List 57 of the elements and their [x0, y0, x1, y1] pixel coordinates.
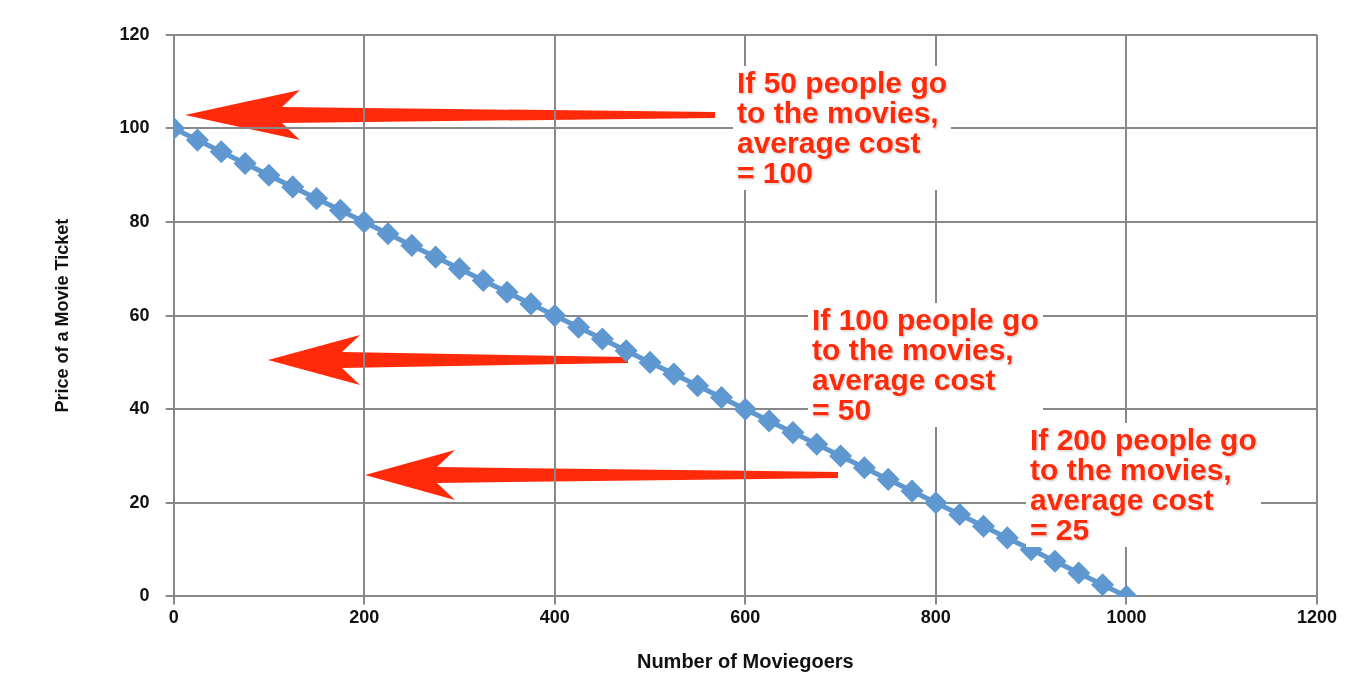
point [186, 129, 208, 151]
x-tick-label: 400 [539, 607, 570, 628]
point [591, 328, 613, 350]
point [234, 153, 256, 174]
y-axis-title: Price of a Movie Ticket [51, 218, 72, 413]
point [401, 234, 423, 256]
x-tick-label: 200 [349, 607, 380, 628]
point [949, 504, 971, 525]
point [520, 293, 542, 315]
point [901, 480, 923, 502]
annotation: If 200 people go to the movies, average cost = 25 [1026, 423, 1261, 547]
x-tick-label: 1000 [1106, 607, 1147, 628]
point [973, 515, 994, 537]
point [568, 316, 590, 338]
annotation: If 100 people go to the movies, average cost = 50 [812, 303, 1039, 426]
point [687, 375, 709, 397]
y-tick-label: 100 [119, 117, 150, 138]
point [544, 305, 566, 327]
x-tick-label: 0 [168, 607, 179, 628]
point [710, 387, 732, 408]
point [282, 176, 304, 198]
point [353, 211, 375, 233]
point [496, 281, 518, 303]
point [663, 363, 685, 385]
y-tick-label: 40 [129, 398, 150, 419]
point [329, 199, 351, 221]
point [472, 270, 494, 291]
point [1044, 550, 1066, 572]
x-tick-label: 1200 [1296, 607, 1337, 628]
point [615, 340, 637, 362]
annotation: If 50 people go to the movies, average cost = 100 [733, 66, 952, 190]
y-tick-label: 80 [129, 210, 150, 231]
point [925, 492, 947, 514]
x-axis-title: Number of Moviegoers [636, 649, 854, 672]
y-tick-label: 120 [119, 23, 150, 44]
y-tick-label: 0 [139, 585, 150, 606]
point [877, 468, 899, 490]
point [1068, 562, 1090, 584]
y-tick-label: 60 [129, 304, 150, 325]
point [1092, 574, 1114, 596]
x-tick-label: 800 [920, 607, 951, 628]
point [782, 422, 804, 444]
point [377, 223, 399, 245]
point [734, 398, 756, 420]
point [210, 141, 232, 163]
x-tick-label: 600 [730, 607, 761, 628]
point [806, 433, 828, 455]
point [853, 457, 875, 479]
point [996, 527, 1018, 549]
point [758, 410, 780, 432]
point [448, 258, 470, 280]
point [306, 188, 328, 210]
point [258, 164, 280, 186]
point [425, 246, 447, 268]
point [639, 351, 661, 373]
y-tick-label: 20 [129, 491, 150, 512]
point [830, 445, 852, 467]
